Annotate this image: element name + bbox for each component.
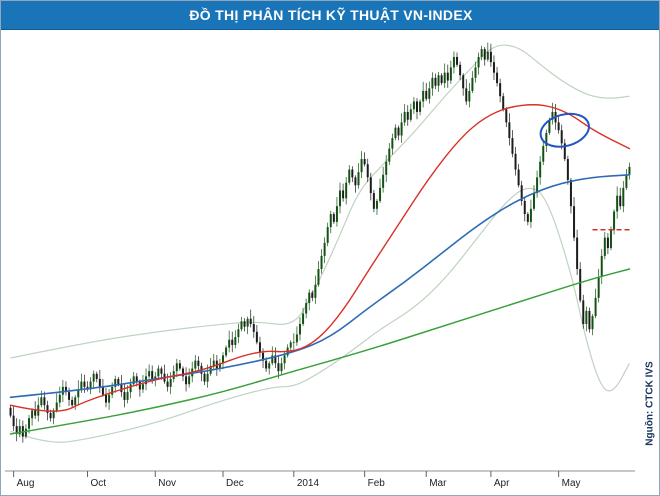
svg-text:Oct: Oct xyxy=(91,478,107,489)
candlestick-chart: Aug Oct Nov Dec 2014 Feb Mar Apr May xyxy=(5,42,635,489)
title-bar: ĐỒ THỊ PHÂN TÍCH KỸ THUẬT VN-INDEX xyxy=(1,1,659,30)
svg-text:May: May xyxy=(562,478,581,489)
svg-text:Apr: Apr xyxy=(494,478,510,489)
svg-text:Dec: Dec xyxy=(226,478,244,489)
svg-text:Feb: Feb xyxy=(368,478,386,489)
svg-text:Nov: Nov xyxy=(158,478,176,489)
page-title: ĐỒ THỊ PHÂN TÍCH KỸ THUẬT VN-INDEX xyxy=(189,7,473,23)
chart-region: Aug Oct Nov Dec 2014 Feb Mar Apr May Nguồn: CTCK… xyxy=(1,30,659,495)
source-label: Nguồn: CTCK IVS xyxy=(644,361,656,446)
svg-text:Aug: Aug xyxy=(17,478,35,489)
svg-text:2014: 2014 xyxy=(297,478,320,489)
svg-text:Mar: Mar xyxy=(429,478,447,489)
